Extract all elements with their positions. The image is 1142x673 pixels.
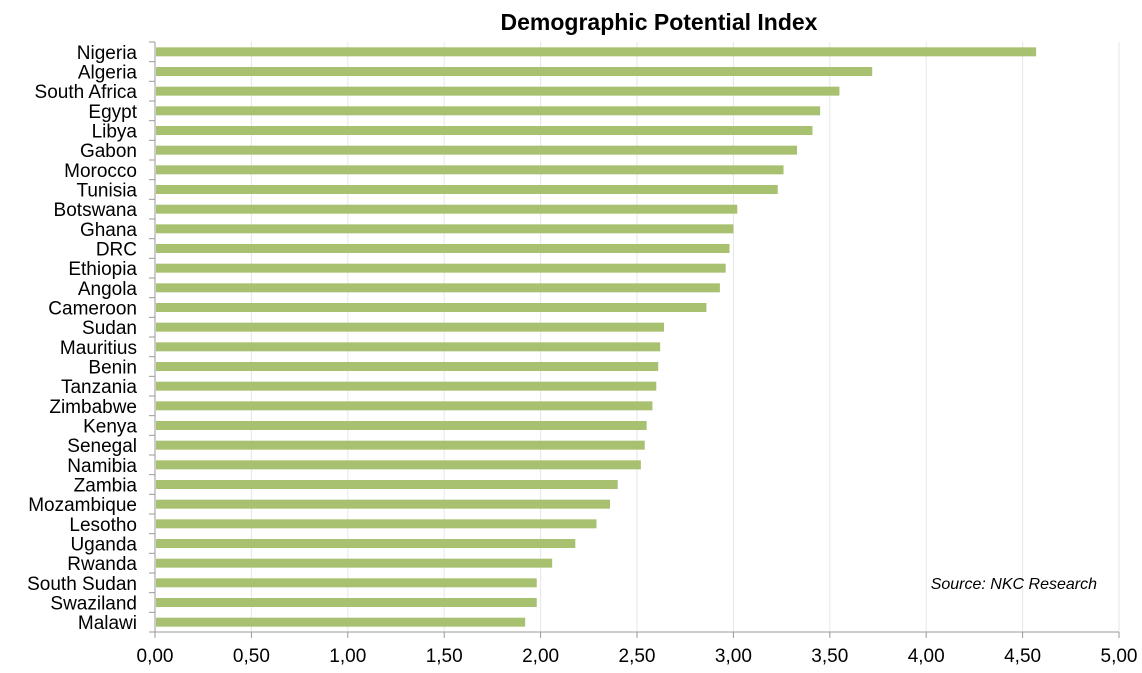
category-label: Algeria: [78, 63, 138, 84]
bar: [156, 499, 611, 509]
bar: [156, 480, 618, 489]
x-tick-label: 2,00: [522, 646, 559, 667]
category-label: South Africa: [35, 82, 138, 103]
axes: [149, 41, 1120, 638]
bar: [156, 185, 778, 194]
bar: [156, 263, 726, 273]
bar: [156, 224, 734, 234]
bar: [156, 106, 821, 116]
category-label: Zambia: [74, 476, 138, 497]
bar: [156, 283, 720, 293]
bar: [156, 244, 730, 253]
bar: [156, 362, 659, 371]
category-label: Cameroon: [48, 299, 137, 320]
bar: [156, 460, 641, 470]
bar: [156, 440, 645, 450]
x-tick-label: 4,50: [1004, 646, 1041, 667]
bar: [156, 401, 653, 411]
x-tick-label: 4,00: [908, 646, 945, 667]
bar: [156, 303, 707, 312]
category-label: Tanzania: [61, 377, 137, 398]
bars: [156, 47, 1037, 627]
x-tick-label: 3,50: [811, 646, 848, 667]
category-label: Namibia: [67, 456, 137, 477]
bar: [156, 145, 798, 155]
category-label: Morocco: [64, 161, 137, 182]
x-tick-label: 2,50: [619, 646, 656, 667]
chart-title: Demographic Potential Index: [501, 9, 818, 35]
bar: [156, 578, 537, 588]
category-label: Botswana: [54, 200, 138, 221]
category-label: Malawi: [78, 613, 137, 634]
bar: [156, 598, 537, 607]
bar: [156, 67, 873, 76]
bar: [156, 558, 553, 568]
category-label: Egypt: [88, 102, 137, 123]
bar: [156, 86, 840, 96]
x-tick-labels: 0,00 0,50 1,00 1,50 2,00 2,50 3,00 3,50 4,00 4,50…: [137, 646, 1138, 667]
bar: [156, 539, 576, 548]
category-label: Swaziland: [50, 594, 137, 615]
x-tick-label: 3,00: [715, 646, 752, 667]
category-label: Mozambique: [28, 495, 137, 516]
grid-lines: [250, 42, 1120, 632]
bar: [156, 47, 1037, 57]
category-label: Kenya: [83, 417, 137, 438]
category-label: Libya: [92, 122, 138, 143]
category-label: Lesotho: [69, 515, 137, 536]
x-tick-label: 0,50: [233, 646, 270, 667]
category-label: South Sudan: [27, 574, 137, 595]
bar: [156, 165, 784, 175]
bar: [156, 204, 738, 214]
category-label: Nigeria: [77, 43, 138, 64]
x-tick-label: 0,00: [137, 646, 174, 667]
category-label: Ethiopia: [68, 259, 137, 280]
category-label: Sudan: [82, 318, 137, 339]
bar: [156, 322, 664, 332]
category-label: DRC: [96, 240, 137, 261]
x-tick-label: 5,00: [1101, 646, 1138, 667]
category-label: Uganda: [70, 535, 137, 556]
bar: [156, 617, 526, 627]
category-label: Senegal: [67, 436, 137, 457]
x-tick-label: 1,00: [329, 646, 366, 667]
category-label: Rwanda: [67, 554, 137, 575]
category-label: Mauritius: [60, 338, 137, 359]
bar: [156, 421, 647, 430]
category-label: Zimbabwe: [49, 397, 137, 418]
category-label: Tunisia: [76, 181, 137, 202]
source-annotation: Source: NKC Research: [931, 576, 1097, 593]
category-label: Angola: [78, 279, 138, 300]
category-label: Ghana: [80, 220, 137, 241]
bar: [156, 519, 597, 529]
bar: [156, 342, 661, 352]
bar: [156, 126, 813, 135]
bar: [156, 381, 657, 391]
category-label: Benin: [88, 358, 137, 379]
category-label: Gabon: [80, 141, 137, 162]
x-tick-label: 1,50: [426, 646, 463, 667]
